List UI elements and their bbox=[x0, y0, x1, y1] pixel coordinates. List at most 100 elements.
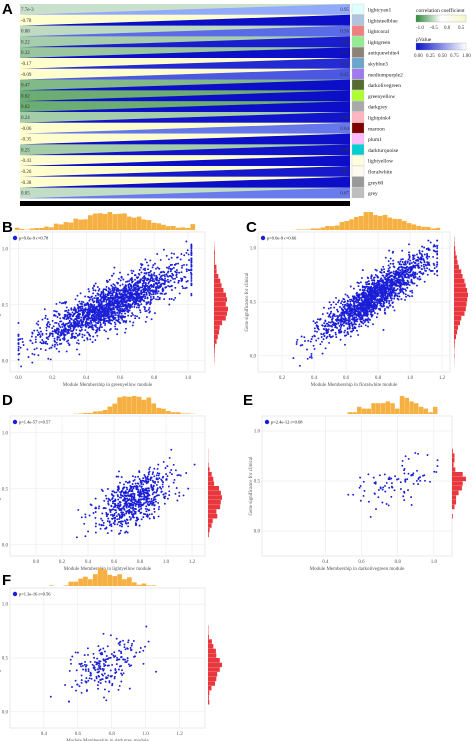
scatter-point bbox=[371, 288, 374, 291]
scatter-point bbox=[389, 297, 392, 300]
scatter-point bbox=[342, 312, 345, 315]
scatter-point bbox=[115, 291, 118, 294]
scatter-point bbox=[361, 309, 364, 312]
histogram-bar-y bbox=[208, 481, 215, 486]
scatter-point bbox=[67, 330, 70, 333]
module-swatch bbox=[351, 47, 365, 58]
heatmap-rows: 7.7e-3 0.95-0.780.08 0.560.22 0.090.32 0.01-… bbox=[20, 4, 350, 199]
scatter-point bbox=[35, 347, 38, 350]
module-swatch bbox=[351, 165, 365, 177]
scatter-point bbox=[112, 315, 115, 318]
scatter-point bbox=[55, 328, 58, 331]
scatter-point bbox=[336, 315, 338, 317]
scatter-point bbox=[412, 282, 414, 285]
scatter-point bbox=[401, 278, 404, 281]
colorbar-ticks: -1.0 -0.5 0.0 0.5 bbox=[416, 26, 465, 31]
scatter-point bbox=[381, 296, 384, 299]
scatter-point bbox=[410, 280, 413, 283]
scatter-point bbox=[420, 253, 423, 256]
scatter-point bbox=[141, 488, 144, 491]
scatter-point bbox=[61, 325, 64, 328]
scatter-point bbox=[144, 501, 147, 504]
histogram-bar-y bbox=[214, 306, 228, 312]
scatter-point bbox=[90, 311, 93, 314]
scatter-point bbox=[125, 294, 128, 297]
scatter-point bbox=[148, 470, 151, 473]
heatmap-pvalue-label: 0.95 bbox=[340, 8, 349, 13]
scatter-point bbox=[395, 277, 398, 280]
scatter-point bbox=[417, 264, 420, 267]
scatter-point bbox=[153, 312, 156, 315]
scatter-point bbox=[188, 259, 191, 262]
scatter-point bbox=[153, 517, 156, 520]
scatter-point bbox=[122, 495, 125, 498]
scatter-point bbox=[97, 289, 100, 292]
scatter-point bbox=[105, 315, 108, 318]
scatter-point bbox=[155, 276, 158, 279]
panel-c-scatter: C0.2 0.4 0.6 0.8 1.0 1.20.00.51.0p=9.0e-9 r=0… bbox=[245, 212, 468, 388]
scatter-point bbox=[380, 280, 383, 283]
x-tick-label: 1.0 bbox=[163, 560, 170, 565]
scatter-point bbox=[90, 504, 93, 507]
scatter-point bbox=[138, 471, 141, 474]
top-histogram bbox=[291, 212, 441, 231]
scatter-point bbox=[130, 269, 133, 272]
scatter-point bbox=[134, 498, 137, 501]
scatter-point bbox=[414, 262, 417, 265]
histogram-bar-y bbox=[454, 344, 455, 349]
scatter-point bbox=[109, 315, 112, 318]
scatter-point bbox=[80, 300, 83, 303]
scatter-point bbox=[97, 304, 100, 307]
scatter-point bbox=[316, 327, 319, 329]
scatter-point bbox=[77, 316, 80, 319]
scatter-point bbox=[119, 493, 122, 496]
scatter-point bbox=[298, 364, 301, 367]
scatter-point bbox=[383, 276, 386, 279]
scatter-point bbox=[142, 483, 145, 486]
scatter-point bbox=[106, 515, 108, 517]
scatter-point bbox=[163, 275, 166, 278]
scatter-point bbox=[84, 314, 87, 317]
scatter-point bbox=[86, 331, 89, 334]
scatter-point bbox=[134, 282, 137, 285]
scatter-point bbox=[315, 339, 318, 342]
scatter-point bbox=[352, 305, 355, 308]
scatter-point bbox=[75, 318, 78, 320]
scatter-point bbox=[365, 309, 368, 312]
scatter-point bbox=[419, 278, 422, 281]
scatter-point bbox=[158, 286, 161, 289]
scatter-point bbox=[38, 333, 41, 336]
scatter-point bbox=[115, 475, 118, 478]
scatter-point bbox=[382, 285, 385, 287]
scatter-point bbox=[143, 287, 146, 290]
histogram-bar-x bbox=[34, 228, 40, 230]
x-tick-label: 0.8 bbox=[375, 376, 382, 381]
scatter-point bbox=[149, 303, 151, 306]
scatter-point bbox=[325, 337, 328, 339]
scatter-point bbox=[116, 328, 119, 331]
scatter-point bbox=[99, 307, 102, 310]
scatter-point bbox=[104, 306, 107, 309]
module-legend-item: lightsteelblue bbox=[351, 14, 398, 26]
scatter-point bbox=[388, 486, 391, 489]
scatter-point bbox=[63, 316, 66, 318]
scatter-point bbox=[392, 265, 395, 268]
scatter-point bbox=[388, 269, 390, 272]
scatter-point bbox=[331, 323, 334, 326]
histogram-bar-x bbox=[315, 228, 321, 230]
scatter-point bbox=[340, 314, 343, 317]
scatter-point bbox=[150, 502, 153, 505]
scatter-point bbox=[332, 322, 335, 325]
scatter-point bbox=[426, 261, 429, 264]
scatter-point bbox=[112, 291, 115, 294]
scatter-point bbox=[357, 310, 360, 313]
scatter-point bbox=[401, 268, 404, 271]
scatter-point bbox=[190, 265, 193, 268]
scatter-point bbox=[411, 273, 414, 276]
scatter-point bbox=[356, 308, 359, 311]
scatter-point bbox=[415, 284, 418, 287]
scatter-point bbox=[123, 310, 126, 313]
scatter-point bbox=[88, 322, 91, 324]
scatter-point bbox=[154, 292, 157, 295]
scatter-point bbox=[78, 320, 81, 323]
